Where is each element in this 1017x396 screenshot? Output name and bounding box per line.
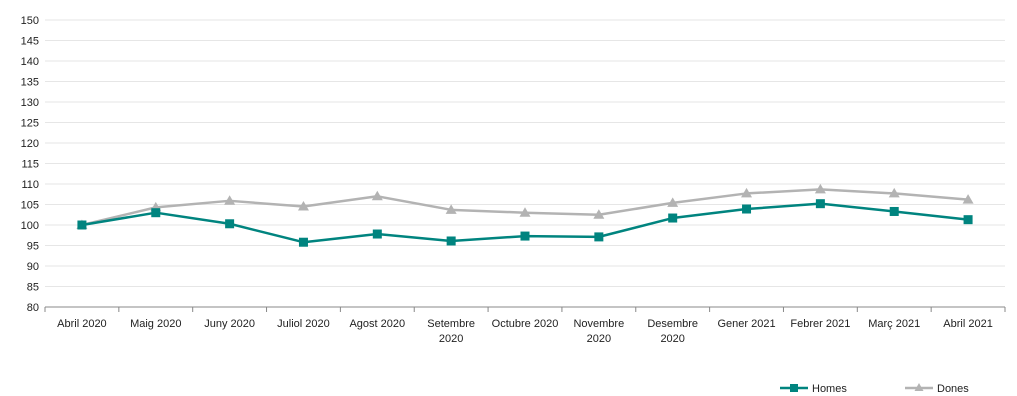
data-point-homes (594, 232, 604, 242)
x-tick-label: Abril 2021 (943, 318, 993, 330)
y-tick-label: 80 (27, 302, 39, 314)
data-point-dones (371, 190, 383, 201)
data-point-homes (520, 231, 530, 241)
y-tick-label: 95 (27, 241, 39, 253)
x-tick-label: Març 2021 (868, 318, 920, 330)
legend: Homes Dones (780, 383, 969, 395)
data-point-homes (151, 208, 161, 218)
legend-marker (914, 383, 924, 391)
x-tick-label: Febrer 2021 (790, 318, 850, 330)
data-point-homes (225, 219, 235, 229)
data-point-dones (593, 209, 605, 219)
x-tick-label: Setembre 2020 (427, 318, 475, 345)
data-point-homes (298, 237, 308, 247)
y-tick-label: 135 (21, 77, 39, 89)
y-tick-label: 150 (21, 15, 39, 27)
x-tick-label: Juny 2020 (204, 318, 255, 330)
series-layer (76, 183, 974, 247)
data-point-dones (814, 183, 826, 194)
data-point-homes (372, 229, 382, 239)
data-point-dones (519, 207, 531, 217)
x-tick-label: Juliol 2020 (277, 318, 330, 330)
data-point-dones (741, 187, 753, 198)
y-tick-label: 115 (21, 159, 39, 171)
data-point-dones (888, 187, 900, 198)
y-tick-label: 120 (21, 138, 39, 150)
x-tick-label: Agost 2020 (349, 318, 405, 330)
y-tick-label: 130 (21, 97, 39, 109)
y-axis: 80 85 90 95 100 105 110 115 120 125 130 135 140 145 15… (21, 15, 39, 314)
y-tick-label: 85 (27, 282, 39, 294)
data-point-homes (815, 199, 825, 209)
data-point-dones (224, 195, 236, 205)
x-tick-label: Abril 2020 (57, 318, 107, 330)
x-tick-label: Maig 2020 (130, 318, 181, 330)
series-line-dones (81, 188, 969, 227)
y-tick-label: 90 (27, 261, 39, 273)
gridlines (45, 19, 1005, 308)
y-tick-label: 140 (21, 56, 39, 68)
legend-marker (790, 384, 798, 392)
x-tick-label: Desembre 2020 (647, 318, 698, 345)
y-tick-label: 105 (21, 200, 39, 212)
y-tick-label: 145 (21, 36, 39, 48)
data-point-dones (297, 201, 309, 211)
x-tick-label: Gener 2021 (717, 318, 775, 330)
data-point-homes (742, 204, 752, 214)
x-tick-label: Novembre 2020 (573, 318, 624, 345)
data-point-homes (889, 206, 899, 216)
data-point-homes (963, 215, 973, 225)
x-tick-label: Octubre 2020 (492, 318, 559, 330)
data-point-dones (962, 194, 974, 204)
data-point-homes (77, 220, 87, 230)
legend-label: Homes (812, 383, 847, 395)
data-point-dones (667, 197, 679, 207)
y-tick-label: 100 (21, 220, 39, 232)
data-point-homes (668, 213, 678, 223)
x-axis: Abril 2020 Maig 2020 Juny 2020 Juliol 2020 A… (44, 307, 1006, 345)
y-tick-label: 125 (21, 118, 39, 130)
data-point-dones (445, 204, 457, 214)
y-tick-label: 110 (21, 179, 39, 191)
legend-label: Dones (937, 383, 969, 395)
data-point-homes (446, 236, 456, 246)
